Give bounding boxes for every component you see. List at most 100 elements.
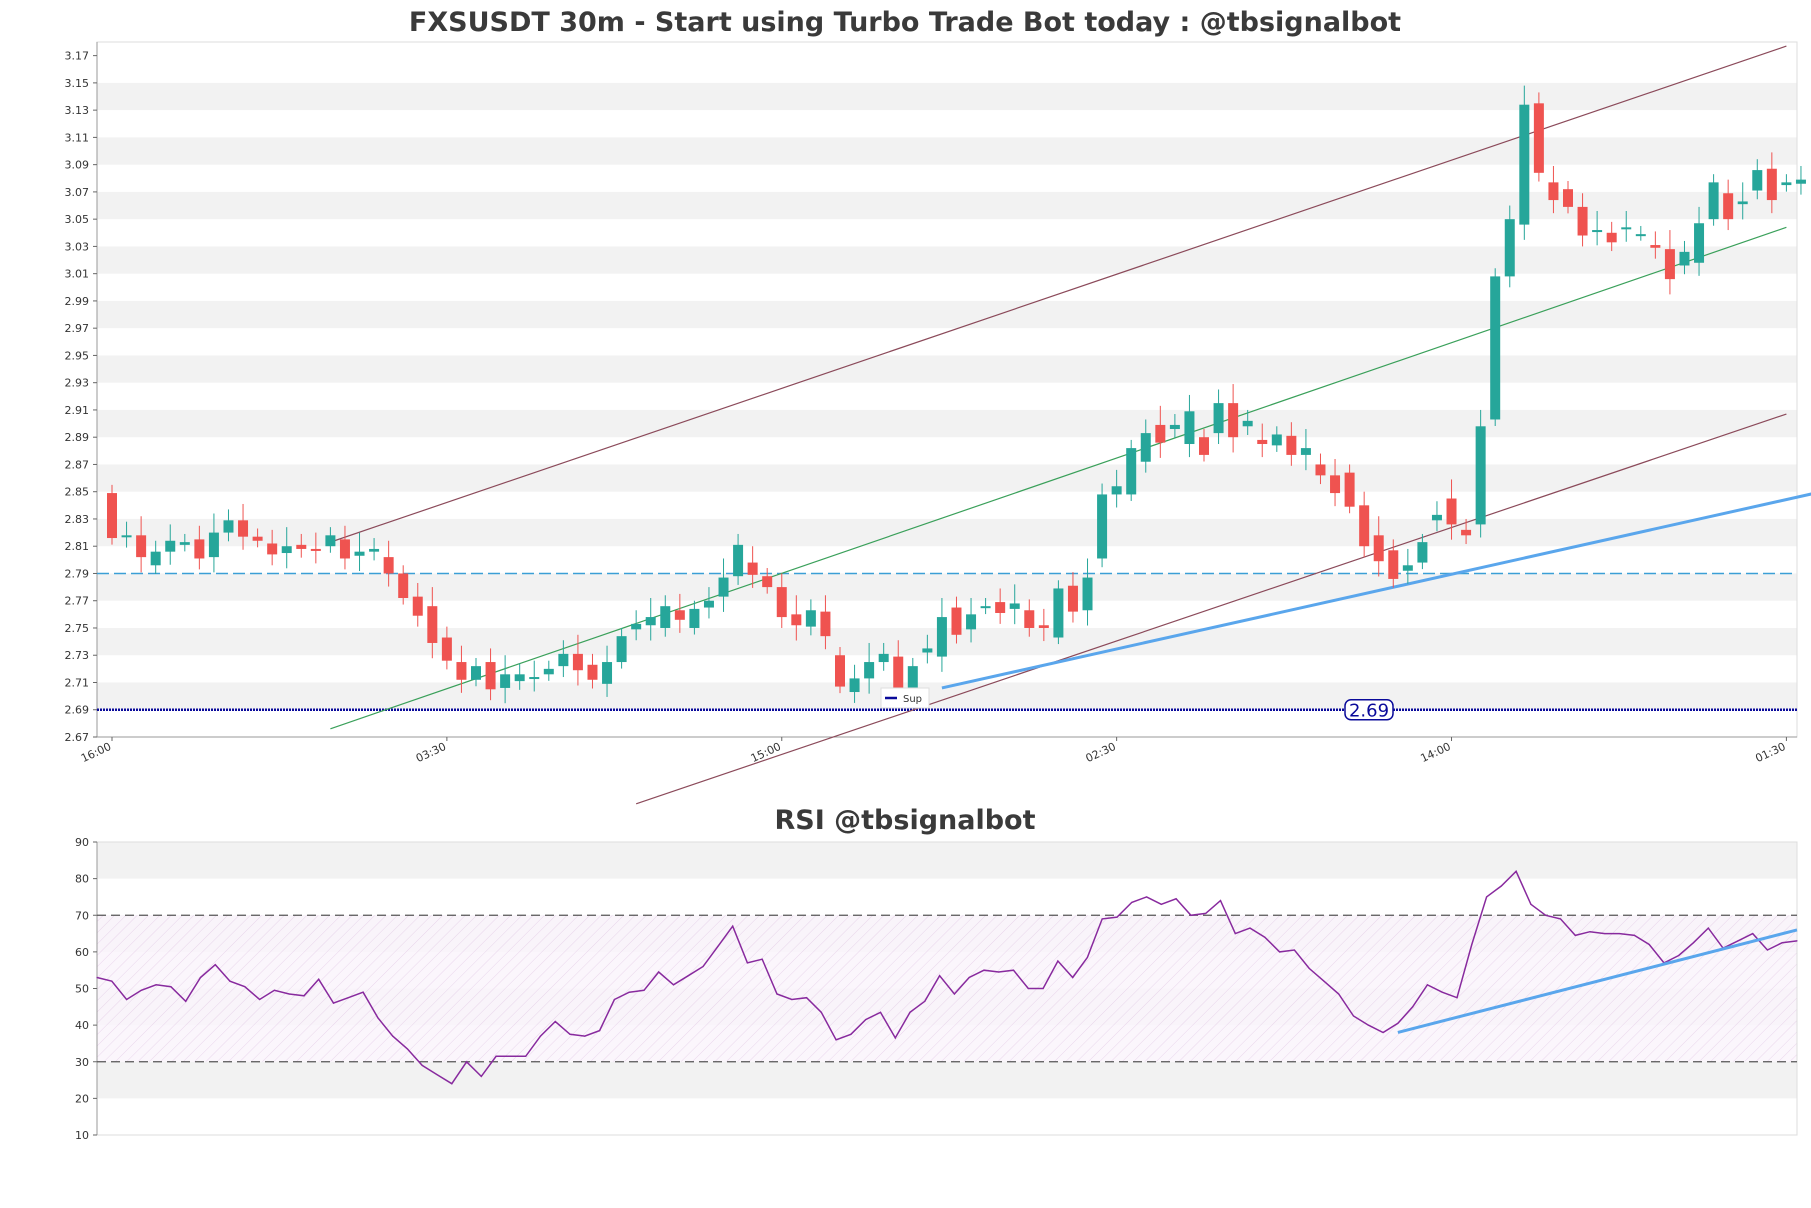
rsi-point [229, 980, 231, 982]
rsi-point [480, 1075, 482, 1077]
candle-body [441, 637, 452, 661]
rsi-y-tick-label: 90 [75, 836, 89, 849]
rsi-point [1249, 927, 1251, 929]
candle-body [966, 614, 977, 630]
rsi-point [377, 1017, 379, 1019]
candle-body [354, 551, 365, 556]
sup-legend-box [880, 687, 930, 709]
candle-body [1228, 403, 1239, 438]
rsi-point [347, 997, 349, 999]
rsi-point [1072, 976, 1074, 979]
y-tick-label: 2.89 [65, 431, 90, 444]
rsi-point [776, 993, 778, 995]
rsi-point [525, 1055, 527, 1057]
candle-body [1315, 464, 1326, 476]
rsi-point [569, 1033, 571, 1035]
rsi-point [1323, 980, 1325, 982]
candle-body [980, 606, 991, 609]
rsi-point [1101, 918, 1103, 920]
rsi-point [1308, 967, 1310, 969]
candle-body [1563, 189, 1573, 207]
y-tick-label: 2.77 [65, 595, 90, 608]
candle-body [689, 608, 700, 628]
grid-band [97, 518, 1797, 547]
rsi-point [140, 989, 142, 991]
candle-body [1417, 542, 1428, 563]
candle-body [1461, 529, 1472, 536]
candle-body [150, 551, 161, 566]
rsi-point [1707, 927, 1709, 929]
rsi-point [1648, 943, 1650, 946]
grid-band [97, 82, 1797, 111]
rsi-point [1471, 943, 1473, 946]
candle-body [369, 548, 380, 552]
candle-body [1053, 588, 1064, 638]
grid-band [97, 137, 1797, 165]
rsi-point [155, 984, 157, 986]
rsi-point [1086, 956, 1089, 958]
rsi-point [761, 958, 763, 960]
y-tick-label: 3.05 [65, 213, 90, 226]
rsi-point [125, 998, 128, 1001]
candle-body [398, 573, 409, 598]
candle-body [267, 543, 278, 555]
y-tick-label: 2.67 [65, 731, 90, 744]
rsi-point [953, 993, 955, 995]
rsi-point [199, 976, 202, 979]
candle-body [238, 520, 249, 537]
rsi-point [687, 975, 689, 977]
rsi-point [820, 1011, 822, 1013]
candle-body [1359, 505, 1370, 547]
rsi-point [318, 978, 320, 980]
candle-body [587, 664, 598, 680]
candle-body [1519, 104, 1530, 225]
candle-body [762, 576, 773, 588]
candle-body [1621, 227, 1632, 230]
rsi-point [392, 1035, 394, 1037]
candle-body [995, 602, 1006, 613]
rsi-point [850, 1033, 852, 1035]
rsi-point [1397, 1022, 1399, 1024]
grid-band [97, 355, 1797, 383]
candle-body [223, 520, 234, 533]
y-tick-label: 2.85 [65, 486, 90, 499]
rsi-point [421, 1064, 423, 1067]
rsi-point [1279, 951, 1281, 953]
candle-body [776, 587, 787, 618]
y-tick-label: 2.95 [65, 349, 90, 362]
rsi-point [1160, 903, 1162, 905]
rsi-point [288, 993, 290, 995]
y-tick-label: 2.99 [65, 295, 90, 308]
candle-body [616, 636, 627, 663]
rsi-point [968, 976, 970, 979]
candle-body [922, 648, 933, 653]
rsi-point [628, 991, 630, 993]
candle-body [645, 617, 656, 626]
rsi-point [1293, 949, 1295, 951]
y-tick-label: 2.73 [65, 649, 90, 662]
candle-body [805, 610, 816, 627]
candle-body [1795, 179, 1806, 184]
rsi-point [451, 1083, 453, 1085]
rsi-point [835, 1039, 837, 1041]
candle-body [1533, 103, 1544, 173]
candle-body [1038, 625, 1049, 628]
support-value-box [1344, 698, 1394, 721]
y-tick-label: 2.81 [65, 540, 90, 553]
y-tick-label: 2.79 [65, 567, 90, 580]
rsi-point [879, 1011, 882, 1013]
candle-body [471, 666, 481, 680]
rsi-point [185, 1000, 187, 1002]
y-tick-label: 3.09 [65, 159, 90, 172]
y-tick-label: 3.11 [65, 131, 90, 144]
candle-body [1330, 475, 1341, 494]
candle-body [1766, 168, 1777, 201]
y-tick-label: 2.97 [65, 322, 90, 335]
candle-body [631, 623, 642, 630]
rsi-point [1604, 932, 1606, 935]
rsi-point [1619, 932, 1621, 935]
candle-body [1126, 448, 1137, 495]
candle-body [1199, 437, 1209, 455]
candle-body [1082, 577, 1093, 611]
candle-body [835, 655, 845, 687]
